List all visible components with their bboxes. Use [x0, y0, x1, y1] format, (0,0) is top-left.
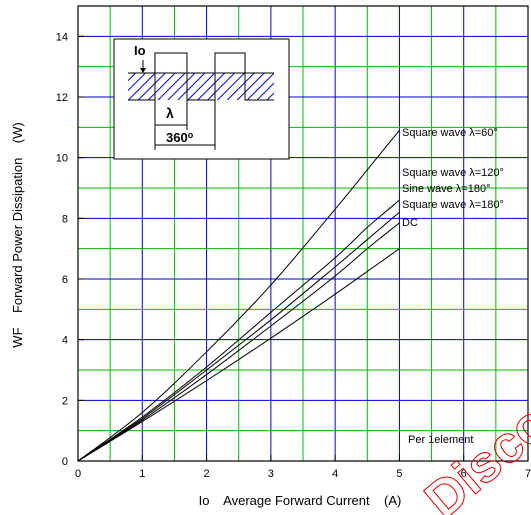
per-element-note: Per 1element [408, 434, 473, 446]
x-axis-title: Io Average Forward Current (A) [199, 493, 402, 508]
y-tick-label: 14 [56, 31, 68, 43]
curves [77, 130, 400, 462]
inset-square-wave [128, 52, 274, 101]
y-tick-label: 2 [62, 395, 68, 407]
y-tick-label: 4 [62, 335, 68, 347]
y-tick-label: 0 [62, 456, 68, 468]
inset-io-arrowhead [140, 68, 146, 73]
series-line [77, 199, 400, 462]
inset-hatched-band [128, 73, 274, 100]
x-tick-label: 2 [204, 468, 210, 480]
x-tick-label: 3 [268, 468, 274, 480]
x-tick-label: 7 [525, 468, 531, 480]
series-line [77, 130, 400, 462]
curve-labels: Square wave λ=60° Square wave λ=120° Sine … [402, 127, 504, 446]
x-tick-label: 0 [75, 468, 81, 480]
series-label: Sine wave λ=180° [402, 183, 490, 195]
y-tick-label: 10 [56, 153, 68, 165]
y-axis-title: WF Forward Power Dissipation (W) [10, 122, 25, 347]
x-tick-label: 1 [139, 468, 145, 480]
series-label: Square wave λ=60° [402, 127, 498, 139]
y-tick-label: 8 [62, 213, 68, 225]
plot-frame [77, 5, 529, 462]
inset-lambda-label: λ [166, 105, 174, 121]
x-tick-label: 6 [461, 468, 467, 480]
waveform-inset: Io λ 360o [113, 38, 290, 160]
series-label: Square wave λ=120° [402, 167, 504, 179]
x-tick-label: 4 [332, 468, 338, 480]
y-tick-label: 6 [62, 274, 68, 286]
series-label: Square wave λ=180° [402, 199, 504, 211]
inset-360-label: 360o [166, 130, 194, 145]
series-line [77, 211, 400, 462]
y-tick-label: 12 [56, 92, 68, 104]
series-line [77, 248, 400, 462]
inset-io-label: Io [134, 43, 146, 58]
x-tick-label: 5 [396, 468, 402, 480]
series-label: DC [402, 217, 418, 229]
y-tick-labels: 0 2 4 6 8 10 12 14 [56, 31, 84, 468]
x-tick-labels: 0 1 2 3 4 5 6 7 [75, 455, 531, 480]
series-line [77, 222, 400, 462]
